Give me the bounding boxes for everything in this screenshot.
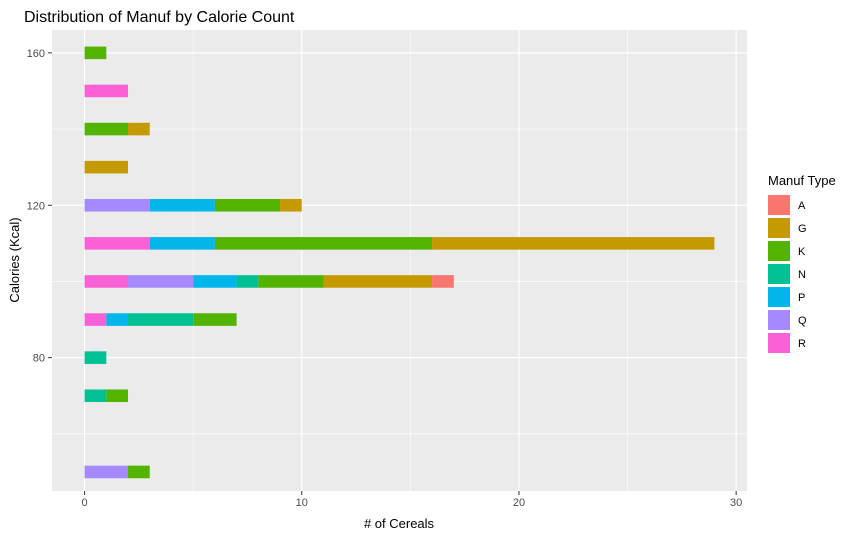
legend-label-G: G — [798, 223, 807, 235]
y-axis: 80 120 160 — [27, 48, 52, 365]
bar-segment-R-110 — [84, 237, 150, 250]
bar-segment-K-100 — [258, 275, 324, 288]
bar-segment-P-110 — [149, 237, 215, 250]
x-tick-label: 30 — [730, 497, 742, 509]
plot-panel — [52, 30, 747, 491]
legend-label-R: R — [798, 338, 806, 350]
bar-segment-K-70 — [106, 389, 129, 403]
bar-segment-Q-50 — [84, 465, 129, 479]
legend-title: Manuf Type — [768, 173, 836, 188]
legend-label-A: A — [798, 200, 806, 212]
y-axis-title: Calories (Kcal) — [7, 217, 22, 302]
bar-segment-G-140 — [128, 122, 150, 136]
legend-key-R — [768, 333, 790, 353]
bars — [84, 46, 715, 479]
bar-segment-Q-100 — [128, 275, 194, 288]
bar-segment-P-120 — [149, 198, 215, 212]
legend-label-N: N — [798, 269, 806, 281]
x-tick-label: 10 — [296, 497, 308, 509]
bar-segment-K-110 — [214, 237, 433, 250]
bar-segment-G-100 — [323, 275, 433, 288]
bar-segment-Q-120 — [84, 198, 150, 212]
legend-key-K — [768, 241, 790, 261]
bar-segment-K-120 — [214, 198, 281, 212]
bar-segment-G-120 — [280, 198, 302, 212]
legend-key-N — [768, 264, 790, 284]
bar-segment-R-90 — [84, 313, 107, 326]
bar-segment-R-100 — [84, 275, 129, 288]
bar-segment-P-100 — [193, 275, 237, 288]
legend-key-Q — [768, 310, 790, 330]
bar-segment-N-90 — [128, 313, 194, 326]
legend-label-P: P — [798, 292, 805, 304]
legend-key-A — [768, 195, 790, 215]
x-tick-label: 0 — [82, 497, 88, 509]
x-axis: 0 10 20 30 — [82, 491, 742, 509]
legend-label-K: K — [798, 246, 806, 258]
y-tick-label: 120 — [27, 200, 45, 212]
y-tick-label: 160 — [27, 48, 45, 60]
legend-key-P — [768, 287, 790, 307]
x-axis-title: # of Cereals — [364, 516, 435, 531]
bar-segment-R-150 — [84, 84, 129, 98]
legend-label-Q: Q — [798, 315, 807, 327]
bar-segment-K-160 — [84, 46, 107, 60]
bar-segment-G-130 — [84, 160, 129, 174]
bar-segment-P-90 — [106, 313, 129, 326]
bar-segment-K-90 — [193, 313, 237, 326]
bar-segment-K-140 — [84, 122, 129, 136]
legend-key-G — [768, 218, 790, 238]
x-tick-label: 20 — [513, 497, 525, 509]
bar-segment-A-100 — [432, 275, 454, 288]
bar-segment-N-80 — [84, 351, 107, 364]
bar-segment-N-70 — [84, 389, 107, 403]
chart-title: Distribution of Manuf by Calorie Count — [24, 9, 295, 26]
y-tick-label: 80 — [33, 353, 45, 365]
bar-segment-N-100 — [236, 275, 259, 288]
bar-segment-K-50 — [128, 465, 150, 479]
bar-segment-G-110 — [432, 237, 715, 250]
